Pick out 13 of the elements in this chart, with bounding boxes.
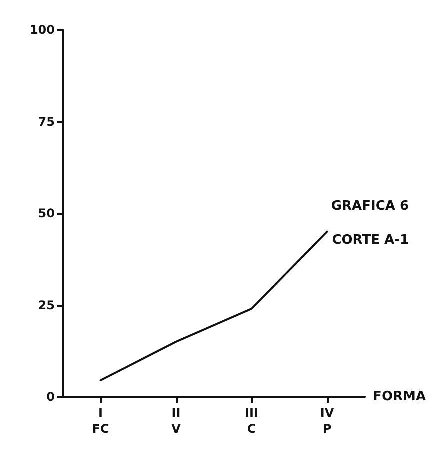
y-tick-label: 75 [38, 114, 55, 129]
x-tick-label: II V [172, 406, 182, 436]
y-tick-label: 25 [38, 298, 55, 312]
y-tick-label: 0 [46, 390, 55, 404]
y-tick-label: 100 [30, 23, 55, 37]
x-tick-label: III C [245, 406, 258, 436]
x-axis-title: FORMA [373, 390, 426, 404]
x-tick-label: IV P [320, 406, 335, 436]
x-tick-label: I FC [92, 406, 110, 436]
y-tick-label: 50 [38, 206, 55, 220]
line-series [100, 230, 328, 382]
annotation: CORTE A-1 [332, 233, 410, 248]
annotation: GRAFICA 6 [331, 199, 410, 214]
